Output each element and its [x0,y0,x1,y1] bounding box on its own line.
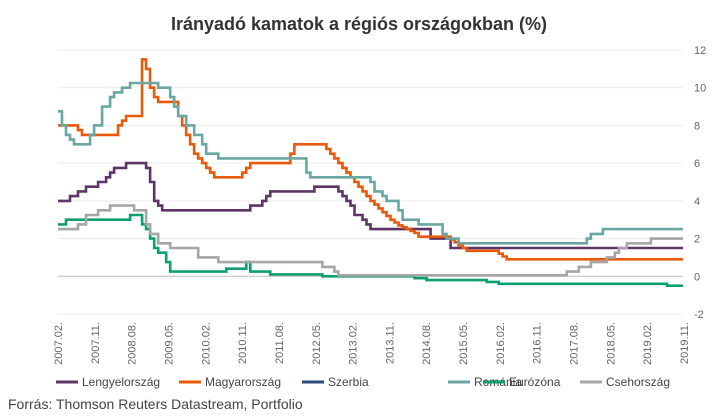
x-tick-label: 2019.02. [642,322,654,365]
x-tick-label: 2007.02. [53,322,65,365]
source-note: Forrás: Thomson Reuters Datastream, Port… [8,396,303,412]
x-tick-label: 2010.11. [237,322,249,364]
x-tick-label: 2015.05. [458,322,470,365]
x-tick-label: 2011.08. [274,322,286,364]
series-lines [58,58,683,287]
legend-label: Lengyelország [82,375,160,389]
legend-label: Szerbia [328,375,369,389]
y-tick-label: 10 [694,83,706,95]
x-tick-label: 2017.08. [569,322,581,365]
x-tick-label: 2019.11. [679,322,691,364]
x-tick-label: 2008.08. [127,322,139,365]
x-tick-label: 2010.02. [200,322,212,365]
series-line-4 [58,213,683,287]
y-tick-label: 12 [694,45,706,57]
y-tick-label: 8 [694,120,700,132]
y-tick-label: 4 [694,196,700,208]
x-tick-label: 2014.08. [421,322,433,365]
legend: Lengyelország Magyarország Szerbia RomániaE… [56,375,670,389]
x-tick-label: 2013.02. [348,322,360,365]
legend-label: Csehország [606,375,670,389]
y-axis-ticks: 12 10 8 6 4 2 0 -2 [694,45,706,321]
x-tick-label: 2007.11. [90,322,102,364]
x-tick-label: 2012.05. [311,322,323,365]
x-tick-label: 2013.11. [384,322,396,364]
series-line-5 [58,204,683,277]
x-tick-label: 2009.05. [163,322,175,365]
y-tick-label: 6 [694,158,700,170]
x-axis-ticks: 2007.02. 2007.11. 2008.08. 2009.05. 2010.02.… [53,322,691,365]
y-tick-label: -2 [694,309,704,321]
y-tick-label: 0 [694,271,700,283]
x-tick-label: 2016.02. [495,322,507,365]
series-line-1 [58,58,683,261]
x-tick-label: 2016.11. [532,322,544,364]
chart-title: Irányadó kamatok a régiós országokban (%… [171,14,547,34]
legend-label: Magyarország [205,375,281,389]
y-tick-label: 2 [694,234,700,246]
series-line-0 [58,161,683,250]
series-line-3 [58,81,683,245]
x-tick-label: 2018.05. [605,322,617,365]
legend-label: Eurózóna [509,375,561,389]
